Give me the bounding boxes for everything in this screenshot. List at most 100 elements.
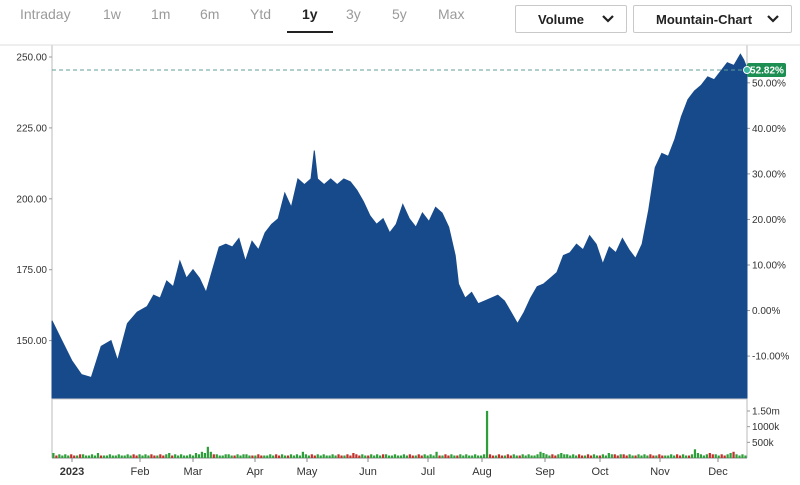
last-price-dot [743,66,751,75]
volume-bar [441,455,444,458]
volume-bar [376,454,379,458]
percent-tick-label: 20.00% [752,215,786,226]
volume-bar [533,455,536,458]
volume-bar [616,455,619,458]
volume-bar [482,454,486,458]
volume-bar [592,454,596,458]
volume-bar [257,454,260,458]
volume-bar [453,455,456,458]
volume-bar [420,455,423,458]
volume-bar [485,410,489,458]
tab-ytd[interactable]: Ytd [250,6,272,22]
volume-bar [168,453,171,458]
volume-bar [432,455,435,458]
volume-bar [316,454,319,458]
volume-bar [699,454,703,458]
volume-bar [182,455,186,458]
volume-bar [126,454,129,458]
tab-1w[interactable]: 1w [103,6,121,22]
tab-3y[interactable]: 3y [346,6,361,22]
volume-bar [560,453,563,458]
volume-bar [530,455,533,458]
tab-max[interactable]: Max [438,6,465,22]
volume-bar [286,455,290,458]
volume-bar [370,454,373,458]
volume-bar [542,453,545,458]
tab-1y[interactable]: 1y [302,6,318,22]
volume-bar [171,455,174,458]
volume-bar [138,454,141,458]
volume-bar [738,455,741,458]
volume-bar [313,455,316,458]
volume-bar [331,454,334,458]
volume-bar [566,454,569,458]
tab-1m[interactable]: 1m [151,6,171,22]
volume-bar [711,454,714,458]
volume-bar [197,454,201,458]
volume-bar [459,454,462,458]
volume-bar [726,454,729,458]
volume-bar [224,454,227,458]
price-tick-label: 200.00 [16,194,47,205]
volume-dropdown-label: Volume [538,11,584,27]
volume-bar [263,455,266,458]
volume-bar [55,455,58,458]
volume-bar [479,455,483,458]
volume-bar [604,455,607,458]
volume-bar [444,454,447,458]
volume-bar [358,455,361,458]
volume-dropdown[interactable]: Volume [515,5,627,33]
volume-bar [411,455,414,458]
volume-bar [120,455,123,458]
volume-bar [572,454,575,458]
volume-bar [506,454,509,458]
volume-bar [625,455,628,458]
volume-bar [132,454,135,458]
volume-bar [744,455,747,458]
volume-bar [319,455,322,458]
month-label: Feb [131,466,150,478]
volume-bar [283,455,287,458]
volume-bar [266,455,269,458]
volume-bar [393,454,397,458]
volume-bar [723,455,726,458]
volume-bar [230,455,233,458]
volume-bar [325,455,328,458]
volume-bar [687,455,691,458]
volume-bar [114,455,117,458]
volume-bar [500,455,504,458]
tab-5y[interactable]: 5y [392,6,407,22]
volume-bar [423,454,426,458]
volume-bar [390,455,394,458]
volume-bar [515,455,518,458]
month-label: Oct [591,466,608,478]
percent-tick-label: 40.00% [752,124,786,135]
chevron-down-icon [602,15,614,23]
volume-bar [554,455,557,458]
chart-type-dropdown[interactable]: Mountain-Chart [633,5,792,33]
volume-bar [301,451,305,458]
volume-bar [545,454,548,458]
volume-tick-label: 1000k [752,422,780,433]
volume-bar [346,454,349,458]
volume-bar [233,455,236,458]
volume-bar [690,454,694,458]
volume-bar [429,454,432,458]
volume-bar [310,454,313,458]
volume-bar [209,451,212,458]
tab-intraday[interactable]: Intraday [20,6,71,22]
tab-6m[interactable]: 6m [200,6,220,22]
volume-bar [667,455,670,458]
price-tick-label: 250.00 [16,53,47,64]
volume-bar [524,455,527,458]
percent-tick-label: 30.00% [752,169,786,180]
volume-bar [82,454,85,458]
volume-bar [67,455,70,458]
volume-bar [474,454,477,458]
price-area [51,53,748,399]
volume-bar [396,455,400,458]
volume-bar [206,446,209,458]
volume-bar [203,453,206,458]
volume-bar [634,455,637,458]
